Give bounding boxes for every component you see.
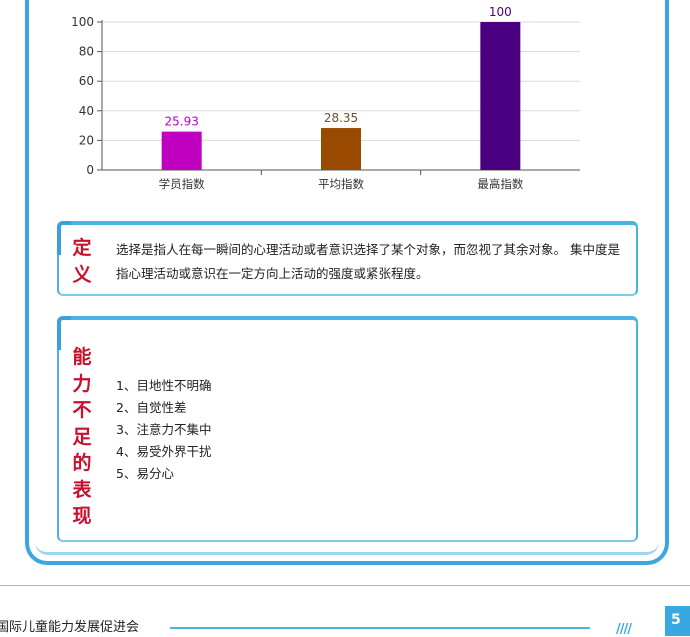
- ability-box: 能 力 不 足 的 表 现 1、目地性不明确 2、自觉性差 3、注意力不集中 4…: [57, 316, 638, 542]
- definition-title-char: 义: [72, 263, 92, 286]
- data-label: 25.93: [164, 115, 198, 129]
- list-item: 2、自觉性差: [116, 400, 187, 415]
- footer-org-name: 国际儿童能力发展促进会: [0, 620, 140, 635]
- bar: [161, 131, 202, 170]
- ability-title-char: 现: [72, 505, 92, 527]
- data-label: 100: [489, 5, 512, 19]
- y-tick-label: 60: [79, 74, 94, 88]
- ability-title-char: 表: [72, 478, 92, 501]
- x-tick-label: 平均指数: [318, 177, 364, 191]
- definition-title: 定 义: [71, 235, 93, 288]
- ability-title-char: 能: [72, 346, 92, 368]
- page-frame: [25, 0, 669, 565]
- ability-title: 能 力 不 足 的 表 现: [71, 344, 93, 530]
- ability-list: 1、目地性不明确 2、自觉性差 3、注意力不集中 4、易受外界干扰 5、易分心: [116, 375, 211, 485]
- x-tick-label: 学员指数: [159, 177, 205, 191]
- definition-title-char: 定: [72, 237, 92, 259]
- list-item: 4、易受外界干扰: [116, 444, 212, 459]
- y-tick-label: 20: [79, 133, 94, 147]
- x-tick-label: 最高指数: [477, 177, 523, 191]
- ability-title-char: 力: [72, 372, 92, 395]
- bar-chart: 0 20 40 60 80 100 25.93 学员指数 28.35 平均指数 100 最高指数: [71, 5, 580, 191]
- list-item: 5、易分心: [116, 466, 174, 481]
- list-item: 1、目地性不明确: [116, 378, 212, 393]
- y-tick-label: 80: [79, 45, 94, 59]
- footer-stripes-decoration: ////: [616, 622, 632, 637]
- y-tick-label: 100: [71, 15, 94, 29]
- data-label: 28.35: [324, 111, 358, 125]
- footer-line: [170, 627, 590, 629]
- list-item: 3、注意力不集中: [116, 422, 212, 437]
- definition-box: 定 义 选择是指人在每一瞬间的心理活动或者意识选择了某个对象，而忽视了其余对象。…: [57, 221, 638, 296]
- ability-title-char: 的: [72, 452, 92, 474]
- y-tick-label: 40: [79, 104, 94, 118]
- bar: [321, 128, 361, 170]
- bar: [480, 22, 521, 170]
- ability-title-char: 足: [72, 425, 92, 448]
- page-number: 5: [665, 606, 690, 636]
- definition-text: 选择是指人在每一瞬间的心理活动或者意识选择了某个对象，而忽视了其余对象。 集中度…: [116, 242, 620, 281]
- divider: [0, 585, 690, 586]
- y-tick-label: 0: [86, 163, 94, 177]
- ability-title-char: 不: [72, 399, 92, 421]
